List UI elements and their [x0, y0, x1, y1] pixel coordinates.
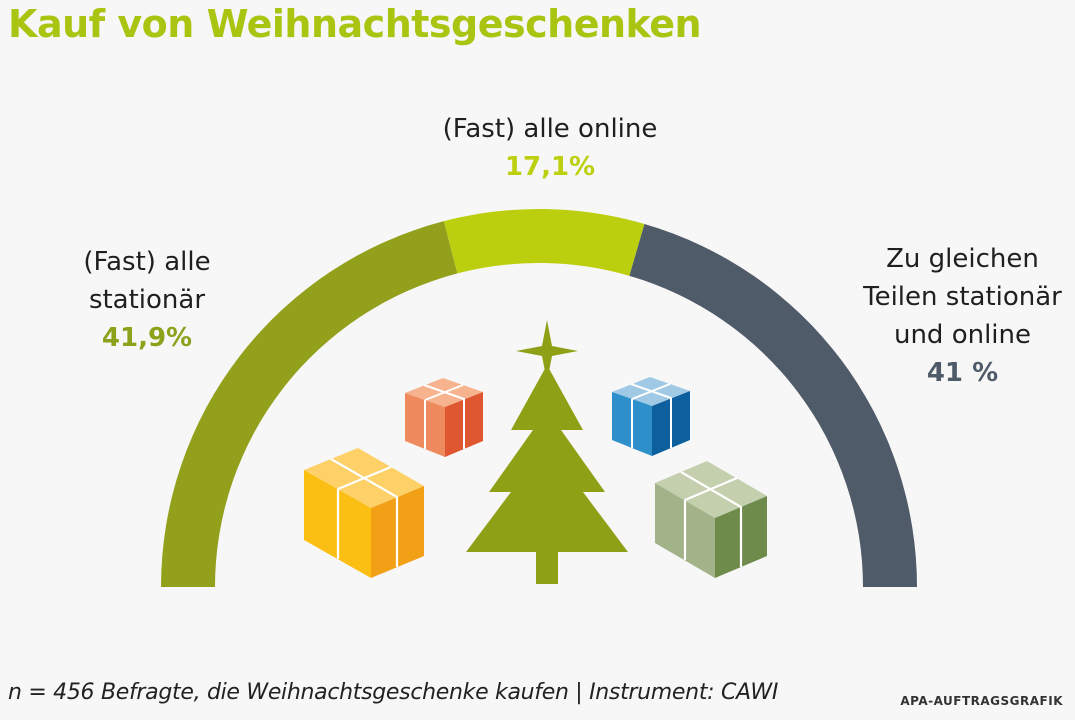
slice-label-line: stationär — [88, 285, 206, 315]
donut-slices — [161, 209, 917, 588]
slice-online — [443, 209, 645, 276]
slice-stationaer — [161, 221, 458, 587]
slice-label-line: (Fast) alle — [83, 247, 211, 277]
blue-gift-icon — [612, 377, 690, 456]
slice-label-line: (Fast) alle online — [442, 114, 658, 144]
green-gift-icon — [655, 461, 767, 578]
slice-label-both: Zu gleichen Teilen stationär und online … — [850, 240, 1075, 392]
slice-value: 17,1% — [504, 152, 596, 182]
slice-both — [629, 224, 917, 588]
slice-label-stationaer: (Fast) alle stationär 41,9% — [62, 243, 232, 357]
slice-value: 41 % — [926, 358, 999, 388]
slice-label-line: Zu gleichen — [886, 244, 1039, 274]
slice-label-online: (Fast) alle online 17,1% — [400, 110, 700, 186]
credit-label: APA-AUFTRAGSGRAFIK — [900, 694, 1063, 708]
tree-icon — [466, 320, 628, 584]
page-title: Kauf von Weihnachtsgeschenken — [8, 2, 702, 46]
orange-gift-icon — [405, 378, 483, 457]
source-note: n = 456 Befragte, die Weihnachtsgeschenk… — [8, 680, 779, 705]
yellow-gift-icon — [304, 448, 424, 578]
slice-value: 41,9% — [101, 323, 193, 353]
slice-label-line: und online — [893, 320, 1032, 350]
slice-label-line: Teilen stationär — [863, 282, 1062, 312]
